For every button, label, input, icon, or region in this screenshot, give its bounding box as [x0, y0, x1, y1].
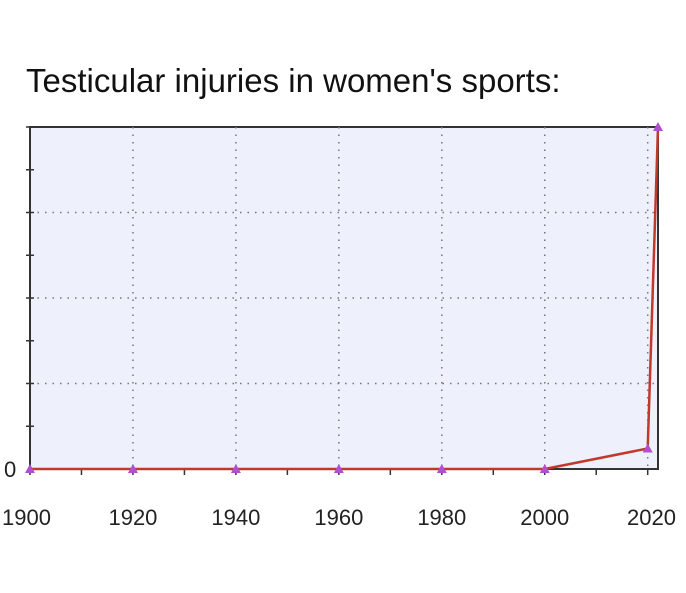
tick-labels: 1900 1920 1940 1960 1980 2000 2020 0 — [2, 457, 676, 530]
data-point — [127, 464, 138, 473]
x-tick-label: 1940 — [211, 505, 260, 530]
chart-title: Testicular injuries in women's sports: — [26, 62, 561, 99]
x-tick-label: 2020 — [627, 505, 676, 530]
data-point — [230, 464, 241, 473]
x-tick-label: 1920 — [108, 505, 157, 530]
y-tick-label: 0 — [4, 457, 16, 482]
x-tick-label: 1960 — [314, 505, 363, 530]
data-point — [653, 122, 663, 131]
x-tick-label: 1980 — [417, 505, 466, 530]
data-point — [539, 464, 550, 473]
x-tick-label: 2000 — [520, 505, 569, 530]
series-line — [30, 126, 660, 471]
data-point — [436, 464, 447, 473]
x-tick-label: 1900 — [2, 505, 51, 530]
series — [25, 122, 663, 473]
data-point — [333, 464, 344, 473]
data-point — [642, 443, 653, 453]
data-point — [25, 464, 35, 473]
plot-area — [29, 126, 659, 470]
